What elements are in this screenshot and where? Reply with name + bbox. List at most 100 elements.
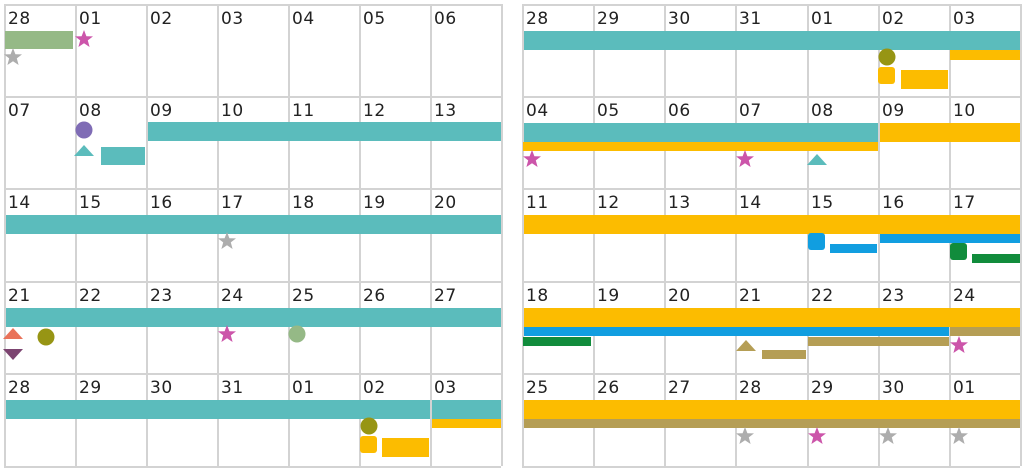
day-cell[interactable]: 30: [146, 373, 217, 466]
day-cell[interactable]: 03: [430, 373, 501, 466]
star-icon[interactable]: [807, 426, 827, 446]
day-cell[interactable]: 05: [593, 96, 664, 188]
event-bar[interactable]: [523, 308, 1020, 327]
day-cell[interactable]: 11: [288, 96, 359, 188]
event-bar[interactable]: [523, 400, 1020, 419]
day-cell[interactable]: 22: [75, 281, 146, 373]
event-bar-short[interactable]: [950, 327, 1020, 336]
circle-icon[interactable]: [287, 324, 307, 344]
event-bar[interactable]: [431, 400, 501, 419]
day-cell[interactable]: 22: [807, 281, 878, 373]
day-cell[interactable]: 30: [664, 4, 735, 96]
day-cell[interactable]: 16: [878, 188, 949, 281]
event-bar-short[interactable]: [808, 337, 949, 346]
star-icon[interactable]: [74, 29, 94, 49]
day-cell[interactable]: 29: [75, 373, 146, 466]
day-cell[interactable]: 07: [4, 96, 75, 188]
day-cell[interactable]: 20: [664, 281, 735, 373]
event-bar-short[interactable]: [950, 50, 1020, 60]
event-bar[interactable]: [879, 234, 1020, 243]
day-cell[interactable]: 02: [359, 373, 430, 466]
day-cell[interactable]: 25: [288, 281, 359, 373]
day-cell[interactable]: 01: [75, 4, 146, 96]
day-cell[interactable]: 03: [217, 4, 288, 96]
event-bar[interactable]: [523, 419, 1020, 428]
day-cell[interactable]: 28: [522, 4, 593, 96]
day-cell[interactable]: 21: [4, 281, 75, 373]
day-cell[interactable]: 12: [359, 96, 430, 188]
day-cell[interactable]: 26: [593, 373, 664, 466]
day-cell[interactable]: 10: [949, 96, 1020, 188]
day-cell[interactable]: 15: [75, 188, 146, 281]
star-icon[interactable]: [735, 426, 755, 446]
day-cell[interactable]: 29: [807, 373, 878, 466]
day-cell[interactable]: 02: [146, 4, 217, 96]
event-bar-short[interactable]: [972, 254, 1020, 263]
event-bar-short[interactable]: [523, 142, 878, 151]
day-cell[interactable]: 21: [735, 281, 807, 373]
event-bar-short[interactable]: [762, 350, 806, 359]
day-cell[interactable]: 08: [75, 96, 146, 188]
day-cell[interactable]: 04: [522, 96, 593, 188]
day-cell[interactable]: 12: [593, 188, 664, 281]
event-bar-short[interactable]: [382, 438, 429, 457]
triangle-up-icon[interactable]: [74, 142, 94, 162]
triangle-up-icon[interactable]: [807, 151, 827, 171]
circle-icon[interactable]: [36, 327, 56, 347]
star-icon[interactable]: [3, 47, 23, 67]
star-icon[interactable]: [735, 149, 755, 169]
square-icon[interactable]: [949, 242, 969, 262]
day-cell[interactable]: 24: [217, 281, 288, 373]
event-bar[interactable]: [5, 400, 430, 419]
day-cell[interactable]: 13: [664, 188, 735, 281]
triangle-up-icon[interactable]: [3, 325, 23, 345]
day-cell[interactable]: 18: [288, 188, 359, 281]
day-cell[interactable]: 01: [807, 4, 878, 96]
square-icon[interactable]: [877, 66, 897, 86]
day-cell[interactable]: 05: [359, 4, 430, 96]
square-icon[interactable]: [359, 435, 379, 455]
day-cell[interactable]: 28: [4, 4, 75, 96]
day-cell[interactable]: 19: [593, 281, 664, 373]
star-icon[interactable]: [949, 426, 969, 446]
event-bar[interactable]: [879, 123, 1020, 142]
star-icon[interactable]: [217, 324, 237, 344]
event-bar[interactable]: [523, 31, 1020, 50]
day-cell[interactable]: 14: [4, 188, 75, 281]
day-cell[interactable]: 10: [217, 96, 288, 188]
day-cell[interactable]: 02: [878, 4, 949, 96]
day-cell[interactable]: 09: [146, 96, 217, 188]
day-cell[interactable]: 16: [146, 188, 217, 281]
day-cell[interactable]: 08: [807, 96, 878, 188]
event-bar[interactable]: [147, 122, 501, 141]
day-cell[interactable]: 28: [735, 373, 807, 466]
day-cell[interactable]: 01: [949, 373, 1020, 466]
triangle-up-icon[interactable]: [736, 337, 756, 357]
day-cell[interactable]: 13: [430, 96, 501, 188]
day-cell[interactable]: 29: [593, 4, 664, 96]
star-icon[interactable]: [217, 231, 237, 251]
day-cell[interactable]: 14: [735, 188, 807, 281]
day-cell[interactable]: 19: [359, 188, 430, 281]
day-cell[interactable]: 07: [735, 96, 807, 188]
day-cell[interactable]: 30: [878, 373, 949, 466]
day-cell[interactable]: 31: [735, 4, 807, 96]
day-cell[interactable]: 04: [288, 4, 359, 96]
event-bar[interactable]: [523, 215, 1020, 234]
day-cell[interactable]: 20: [430, 188, 501, 281]
day-cell[interactable]: 18: [522, 281, 593, 373]
day-cell[interactable]: 23: [878, 281, 949, 373]
event-bar-short[interactable]: [101, 147, 145, 165]
day-cell[interactable]: 06: [664, 96, 735, 188]
day-cell[interactable]: 15: [807, 188, 878, 281]
event-bar-short[interactable]: [830, 244, 877, 253]
day-cell[interactable]: 06: [430, 4, 501, 96]
event-bar-short[interactable]: [432, 419, 501, 428]
day-cell[interactable]: 23: [146, 281, 217, 373]
day-cell[interactable]: 28: [4, 373, 75, 466]
event-bar-short[interactable]: [523, 337, 591, 346]
event-bar-short[interactable]: [901, 70, 948, 89]
event-bar[interactable]: [523, 123, 878, 142]
day-cell[interactable]: 24: [949, 281, 1020, 373]
star-icon[interactable]: [522, 149, 542, 169]
